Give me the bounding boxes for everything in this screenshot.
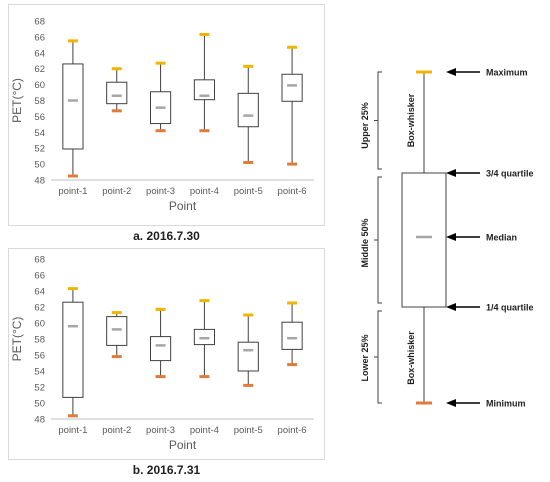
y-axis-label: PET(°C) xyxy=(10,317,24,362)
y-tick-label: 66 xyxy=(34,271,45,282)
x-axis-label: Point xyxy=(169,199,197,213)
y-tick-label: 68 xyxy=(34,17,45,28)
y-tick-label: 54 xyxy=(34,128,45,139)
y-tick-label: 56 xyxy=(34,112,45,123)
legend-q3-label: 3/4 quartile xyxy=(486,169,534,179)
x-tick-label: point-3 xyxy=(146,186,175,197)
y-tick-label: 66 xyxy=(34,32,45,43)
arrow-head-icon xyxy=(446,399,456,407)
legend-whisker-bottom-label: Box-whisker xyxy=(406,331,416,385)
box-iqr xyxy=(237,341,259,372)
legend-middle-label: Middle 50% xyxy=(360,218,370,267)
box-legend: Maximum 3/4 quartile Median 1/4 quartile Min… xyxy=(330,40,545,425)
box-iqr xyxy=(281,321,303,350)
y-tick-label: 68 xyxy=(34,255,45,266)
arrow-head-icon xyxy=(446,169,456,177)
y-axis-label: PET(°C) xyxy=(10,78,24,123)
arrow-head-icon xyxy=(446,303,456,311)
chart-a-svg: 48 50 52 54 56 58 60 62 64 66 68 PET(°C) point-1 poin… xyxy=(10,17,314,213)
box-iqr xyxy=(237,92,259,128)
y-tick-label: 62 xyxy=(34,64,45,75)
legend-maximum-label: Maximum xyxy=(486,68,528,78)
box-iqr xyxy=(106,316,128,346)
x-tick-label: point-1 xyxy=(58,425,87,436)
y-tick-label: 64 xyxy=(34,287,45,298)
x-tick-label: point-4 xyxy=(190,425,219,436)
legend-median-label: Median xyxy=(486,233,517,243)
arrow-head-icon xyxy=(446,233,456,241)
y-tick-label: 64 xyxy=(34,48,45,59)
y-tick-label: 52 xyxy=(34,383,45,394)
y-tick-label: 50 xyxy=(34,399,45,410)
legend-bracket-lower xyxy=(377,310,382,404)
y-tick-label: 48 xyxy=(34,415,45,426)
x-tick-label: point-4 xyxy=(190,186,219,197)
y-tick-label: 50 xyxy=(34,160,45,171)
x-axis-label: Point xyxy=(169,438,197,452)
y-tick-label: 60 xyxy=(34,319,45,330)
legend-minimum-label: Minimum xyxy=(486,399,526,409)
x-tick-label: point-5 xyxy=(234,186,263,197)
chart-a-caption: a. 2016.7.30 xyxy=(133,229,200,243)
arrow-head-icon xyxy=(446,68,456,76)
legend-q1-label: 1/4 quartile xyxy=(486,303,534,313)
y-tick-label: 60 xyxy=(34,80,45,91)
y-tick-label: 58 xyxy=(34,335,45,346)
chart-b-svg: 48 50 52 54 56 58 60 62 64 66 68 PET(°C) point-1 poin… xyxy=(10,255,314,452)
y-tick-label: 62 xyxy=(34,303,45,314)
x-tick-label: point-6 xyxy=(278,425,307,436)
x-tick-label: point-2 xyxy=(102,425,131,436)
y-tick-label: 52 xyxy=(34,144,45,155)
legend-bracket-middle xyxy=(377,176,382,304)
x-tick-label: point-3 xyxy=(146,425,175,436)
chart-panel-b: 48 50 52 54 56 58 60 62 64 66 68 PET(°C) point-1 poin… xyxy=(8,248,325,460)
y-tick-label: 56 xyxy=(34,351,45,362)
y-tick-label: 58 xyxy=(34,96,45,107)
x-tick-label: point-5 xyxy=(234,425,263,436)
legend-upper-label: Upper 25% xyxy=(360,102,370,149)
y-tick-label: 48 xyxy=(34,176,45,187)
y-tick-label: 54 xyxy=(34,367,45,378)
box-iqr xyxy=(62,301,84,398)
legend-lower-label: Lower 25% xyxy=(360,334,370,381)
box-iqr xyxy=(150,336,172,362)
chart-panel-a: 48 50 52 54 56 58 60 62 64 66 68 PET(°C) point-1 poin… xyxy=(8,4,325,226)
legend-svg: Maximum 3/4 quartile Median 1/4 quartile Min… xyxy=(360,68,534,409)
legend-whisker-top-label: Box-whisker xyxy=(406,93,416,147)
x-tick-label: point-1 xyxy=(58,186,87,197)
box-iqr xyxy=(62,63,84,150)
chart-b-caption: b. 2016.7.31 xyxy=(132,463,201,477)
box-iqr xyxy=(281,73,303,102)
x-tick-label: point-2 xyxy=(102,186,131,197)
legend-bracket-upper xyxy=(377,71,382,170)
x-tick-label: point-6 xyxy=(278,186,307,197)
box-iqr xyxy=(193,79,215,101)
box-iqr xyxy=(106,81,128,105)
legend-box xyxy=(401,172,447,308)
